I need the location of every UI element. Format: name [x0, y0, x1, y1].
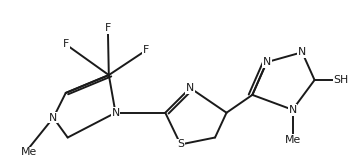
- Text: Me: Me: [285, 134, 301, 145]
- Text: S: S: [177, 140, 184, 149]
- Text: N: N: [262, 57, 271, 67]
- Text: F: F: [105, 23, 111, 33]
- Text: F: F: [143, 45, 149, 55]
- Text: N: N: [49, 113, 57, 123]
- Text: N: N: [186, 83, 194, 93]
- Text: N: N: [298, 47, 306, 57]
- Text: F: F: [63, 39, 69, 49]
- Text: N: N: [288, 105, 297, 115]
- Text: SH: SH: [334, 75, 349, 85]
- Text: Me: Me: [21, 147, 37, 157]
- Text: N: N: [111, 108, 120, 118]
